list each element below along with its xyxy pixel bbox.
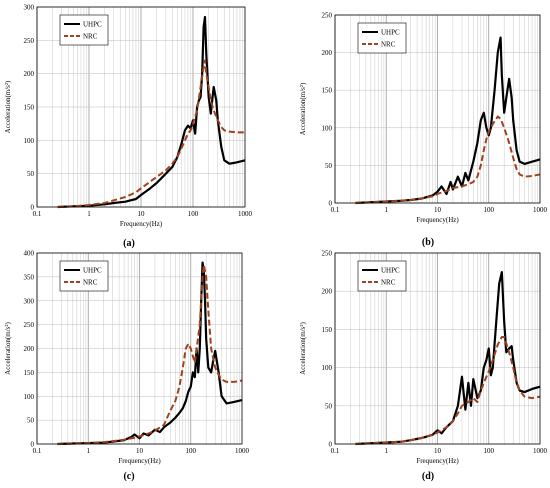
legend-label-nrc: NRC: [381, 41, 396, 49]
y-tick-label: 250: [322, 250, 333, 258]
legend-box: [357, 22, 407, 54]
x-tick-label: 1: [385, 206, 389, 214]
y-tick-label: 150: [24, 104, 35, 112]
panel-label: (c): [123, 471, 134, 482]
chart-panel-c: 0.1 1 10 100 1000 0 50 100 150 200 250 300 350 400 Fre…: [4, 250, 250, 483]
x-tick-label: 10: [138, 210, 146, 218]
y-tick-label: 50: [325, 402, 333, 410]
axes-frame: [36, 252, 243, 445]
x-tick-label: 0.1: [33, 210, 42, 218]
x-tick-label: 0.1: [33, 447, 42, 455]
y-tick-label: 200: [322, 49, 333, 57]
y-tick-label: 200: [322, 288, 333, 296]
y-tick-label: 50: [325, 162, 333, 170]
y-tick-label: 100: [322, 124, 333, 132]
x-tick-label: 0.1: [331, 206, 340, 214]
x-tick-label: 10: [434, 447, 442, 455]
x-tick-label: 1000: [235, 447, 250, 455]
panel-label: (b): [422, 237, 434, 248]
y-tick-label: 250: [322, 12, 333, 20]
x-tick-label: 1: [87, 447, 91, 455]
chart-panel-d: 0.1 1 10 100 1000 0 50 100 150 200 250 Frequency(Hz…: [299, 250, 548, 483]
y-tick-label: 100: [24, 137, 35, 145]
legend-box: [59, 14, 109, 46]
y-axis-title: Acceleration(m/s²): [299, 322, 307, 375]
y-tick-label: 200: [24, 345, 35, 353]
legend-box: [59, 260, 109, 292]
series-line-uhpc: [57, 261, 243, 446]
panel-label: (a): [123, 238, 135, 249]
x-tick-label: 1000: [533, 206, 548, 214]
chart-panel-a: 0.1 1 10 100 1000 0 50 100 150 200 250 300 Frequency…: [4, 4, 253, 250]
y-tick-label: 250: [24, 37, 35, 45]
legend-label-uhpc: UHPC: [381, 267, 400, 275]
x-tick-label: 100: [484, 206, 495, 214]
y-tick-label: 300: [24, 297, 35, 305]
legend-label-uhpc: UHPC: [83, 21, 102, 29]
x-tick-label: 1000: [238, 210, 253, 218]
y-tick-label: 100: [24, 393, 35, 401]
y-tick-label: 200: [24, 70, 35, 78]
x-axis-title: Frequency(Hz): [416, 216, 459, 224]
x-axis-title: Frequency(Hz): [118, 457, 161, 465]
y-tick-label: 350: [24, 273, 35, 281]
y-tick-label: 100: [322, 364, 333, 372]
y-axis-title: Acceleration(m/s²): [4, 322, 12, 375]
x-tick-label: 100: [188, 210, 199, 218]
y-tick-label: 0: [329, 200, 333, 208]
x-tick-label: 10: [136, 447, 144, 455]
y-tick-label: 0: [31, 204, 35, 212]
y-tick-label: 300: [24, 4, 35, 12]
legend-box: [357, 260, 407, 292]
y-tick-label: 0: [329, 441, 333, 449]
y-tick-label: 50: [27, 417, 35, 425]
x-tick-label: 1: [385, 447, 389, 455]
series-line-nrc: [57, 263, 243, 445]
x-tick-label: 10: [434, 206, 442, 214]
y-tick-label: 150: [322, 326, 333, 334]
legend-label-nrc: NRC: [381, 279, 396, 287]
x-axis-title: Frequency(Hz): [120, 220, 163, 228]
x-tick-label: 100: [484, 447, 495, 455]
y-tick-label: 250: [24, 321, 35, 329]
y-tick-label: 0: [31, 441, 35, 449]
legend-label-nrc: NRC: [83, 279, 98, 287]
y-tick-label: 150: [24, 369, 35, 377]
y-tick-label: 50: [27, 170, 35, 178]
chart-panel-b: 0.1 1 10 100 1000 0 50 100 150 200 250 Frequency(Hz…: [299, 12, 548, 249]
y-tick-label: 150: [322, 87, 333, 95]
panel-label: (d): [422, 471, 434, 482]
y-tick-label: 400: [24, 250, 35, 258]
x-tick-label: 0.1: [331, 447, 340, 455]
legend-label-uhpc: UHPC: [381, 29, 400, 37]
x-tick-label: 1000: [533, 447, 548, 455]
y-axis-title: Acceleration(m/s²): [299, 82, 307, 135]
series-line-nrc: [355, 115, 541, 204]
axes-frame: [334, 14, 541, 204]
axes-frame: [334, 252, 541, 445]
series-line-nrc: [57, 59, 245, 208]
legend-label-nrc: NRC: [83, 33, 98, 41]
series-line-nrc: [355, 336, 541, 445]
legend-label-uhpc: UHPC: [83, 267, 102, 275]
x-tick-label: 1: [87, 210, 91, 218]
axes-frame: [36, 6, 246, 208]
x-axis-title: Frequency(Hz): [416, 457, 459, 465]
y-axis-title: Acceleration(m/s²): [4, 80, 12, 133]
x-tick-label: 100: [186, 447, 197, 455]
